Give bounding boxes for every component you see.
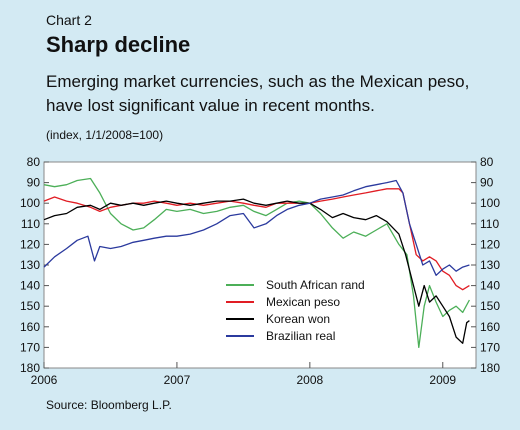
y-tick-label-right: 150: [480, 299, 500, 313]
y-tick-label-right: 110: [480, 217, 499, 231]
series-line-korean-won: [43, 198, 470, 344]
y-tick-label-right: 90: [480, 176, 494, 190]
y-tick-label-right: 130: [480, 258, 500, 272]
legend-label: South African rand: [266, 278, 365, 292]
legend: South African rand Mexican peso Korean won…: [226, 278, 365, 343]
x-tick-label: 2007: [164, 373, 191, 387]
y-tick-label-left: 130: [20, 258, 40, 272]
y-tick-label-left: 160: [20, 320, 40, 334]
x-tick-label: 2009: [429, 373, 456, 387]
y-tick-label-right: 170: [480, 340, 500, 354]
y-tick-label-right: 100: [480, 196, 500, 210]
y-tick-label-right: 140: [480, 279, 500, 293]
y-tick-label-right: 180: [480, 361, 500, 375]
y-tick-label-left: 80: [27, 155, 41, 169]
chart-subtitle: Emerging market currencies, such as the …: [46, 72, 470, 115]
plot-area: [43, 161, 477, 369]
axis-ticks: 80 80 90 90 100 100 110 110 120 120 130 130 140 140 15…: [20, 155, 500, 387]
y-tick-label-left: 150: [20, 299, 40, 313]
y-tick-label-left: 120: [20, 237, 40, 251]
y-tick-label-left: 90: [27, 176, 41, 190]
chart-title: Sharp decline: [46, 32, 191, 57]
y-tick-label-left: 180: [20, 361, 40, 375]
x-tick-label: 2008: [296, 373, 323, 387]
y-tick-label-right: 80: [480, 155, 494, 169]
chart-eyebrow: Chart 2: [46, 12, 92, 28]
source-note: Source: Bloomberg L.P.: [46, 398, 172, 412]
y-tick-label-right: 160: [480, 320, 500, 334]
y-tick-label-left: 170: [20, 340, 40, 354]
y-tick-label-left: 140: [20, 279, 40, 293]
x-tick-label: 2006: [31, 373, 58, 387]
legend-label: Mexican peso: [266, 295, 340, 309]
unit-label: (index, 1/1/2008=100): [46, 128, 164, 142]
y-tick-label-right: 120: [480, 237, 500, 251]
y-tick-label-left: 110: [21, 217, 40, 231]
series-lines: [43, 177, 470, 349]
y-tick-label-left: 100: [20, 196, 40, 210]
legend-label: Korean won: [266, 312, 330, 326]
legend-label: Brazilian real: [266, 329, 335, 343]
series-line-brazilian-real: [43, 179, 470, 276]
